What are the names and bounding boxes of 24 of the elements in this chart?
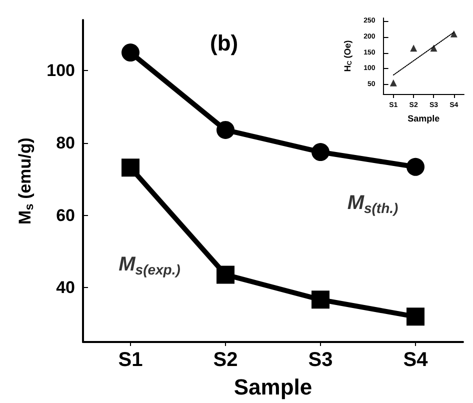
point <box>390 79 397 86</box>
point <box>122 158 140 177</box>
point <box>122 44 140 62</box>
x-tick-label: S3 <box>308 349 333 371</box>
x-tick-label: S2 <box>213 349 238 371</box>
x-tick-label: S1 <box>118 349 143 371</box>
point <box>312 143 330 162</box>
y-tick-label: 60 <box>56 206 75 225</box>
text: (b) <box>210 30 238 56</box>
y-tick-label: 80 <box>56 134 75 153</box>
point <box>406 308 424 326</box>
point <box>410 44 418 52</box>
y-axis-title: Ms (emu/g) <box>15 138 36 224</box>
x-axis-title: Sample <box>408 113 440 124</box>
point <box>450 30 458 38</box>
point <box>406 158 424 176</box>
y-tick-label: 100 <box>46 61 75 80</box>
x-tick-label: S4 <box>403 349 429 371</box>
point <box>216 120 234 139</box>
point <box>430 44 438 52</box>
y-tick-label: 40 <box>56 278 75 298</box>
point <box>216 266 234 284</box>
x-axis-title: Sample <box>234 374 312 400</box>
point <box>312 290 330 309</box>
